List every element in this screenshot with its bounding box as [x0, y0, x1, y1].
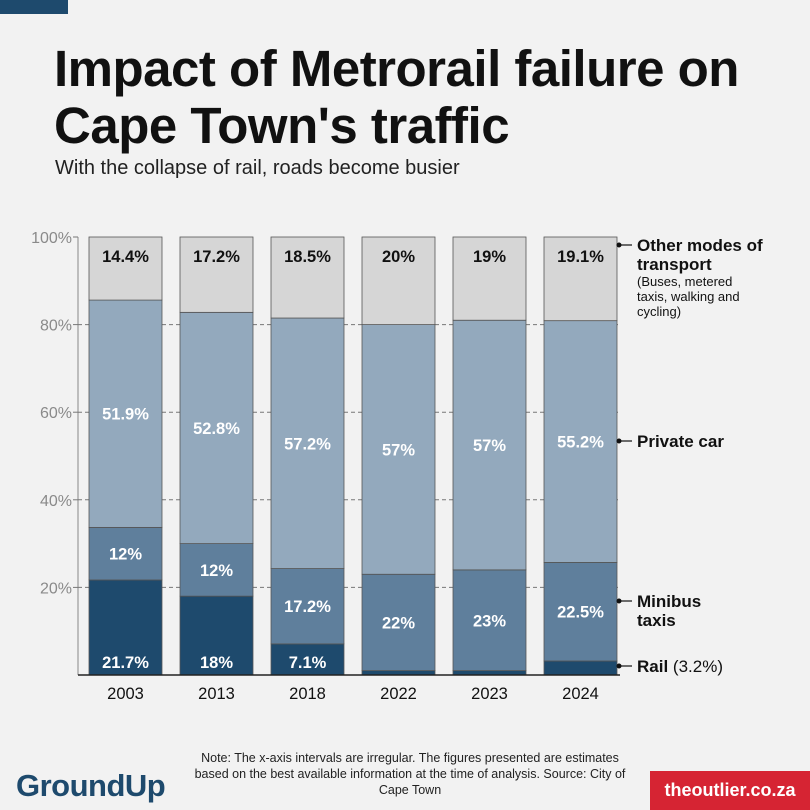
bar-segment-car	[270, 317, 345, 569]
y-tick-label: 80%	[40, 318, 72, 335]
y-tick-label: 20%	[40, 580, 72, 597]
bar-segment-other	[270, 236, 345, 319]
bar-segment-other	[543, 236, 618, 322]
legend-other-subnote: cycling)	[637, 304, 681, 319]
bar-segment-other	[361, 236, 436, 325]
x-tick-label: 2024	[562, 685, 599, 703]
data-label: 51.9%	[102, 406, 149, 424]
bar-segment-car	[179, 311, 254, 545]
data-label: 18%	[200, 654, 233, 672]
page-subtitle: With the collapse of rail, roads become …	[55, 157, 460, 179]
data-label: 12%	[109, 546, 142, 564]
legend-other-subnote: taxis, walking and	[637, 289, 740, 304]
x-tick-label: 2023	[471, 685, 508, 703]
y-tick-label: 40%	[40, 493, 72, 510]
data-label: 19%	[473, 248, 506, 266]
data-label: 57%	[473, 437, 506, 455]
bar-segment-car	[452, 319, 527, 571]
data-label: 20%	[382, 248, 415, 266]
bar-segment-car	[361, 324, 436, 575]
x-tick-label: 2013	[198, 685, 235, 703]
data-label: 7.1%	[289, 654, 327, 672]
legend-other-subnote: (Buses, metered	[637, 274, 732, 289]
x-tick-label: 2003	[107, 685, 144, 703]
page-title: Impact of Metrorail failure on Cape Town…	[54, 40, 739, 154]
y-tick-label: 60%	[40, 405, 72, 422]
data-label: 12%	[200, 562, 233, 580]
bar-segment-rail	[179, 595, 254, 676]
bar-segment-minibus	[452, 569, 527, 672]
data-label: 52.8%	[193, 420, 240, 438]
stacked-bar-chart: 100% 80% 60% 40% 20% 21.7% 12% 51.9% 14.4% 2003 18…	[31, 230, 763, 703]
x-tick-label: 2022	[380, 685, 417, 703]
legend-rail-label: Rail (3.2%)	[637, 657, 723, 676]
legend-other-label: transport	[637, 255, 712, 274]
outlier-logo[interactable]: theoutlier.co.za	[650, 771, 810, 810]
bar-segment-minibus	[270, 568, 345, 645]
data-label: 17.2%	[284, 598, 331, 616]
legend-car-label: Private car	[637, 432, 724, 451]
data-label: 18.5%	[284, 248, 331, 266]
data-label: 23%	[473, 612, 506, 630]
data-label: 22%	[382, 614, 415, 632]
data-label: 14.4%	[102, 248, 149, 266]
y-tick-label: 100%	[31, 230, 72, 247]
footnote: Note: The x-axis intervals are irregular…	[194, 751, 626, 797]
data-label: 57%	[382, 441, 415, 459]
x-tick-label: 2018	[289, 685, 326, 703]
bar-segment-minibus	[543, 562, 618, 662]
accent-bar	[0, 0, 68, 14]
bar-segment-minibus	[179, 543, 254, 597]
bar-segment-other	[88, 236, 163, 301]
legend-minibus-label: taxis	[637, 611, 676, 630]
data-label: 17.2%	[193, 248, 240, 266]
data-label: 22.5%	[557, 604, 604, 622]
data-label: 19.1%	[557, 248, 604, 266]
data-label: 55.2%	[557, 434, 604, 452]
legend-minibus-label: Minibus	[637, 592, 701, 611]
bar-segment-other	[452, 236, 527, 321]
data-label: 57.2%	[284, 435, 331, 453]
bar-segment-other	[179, 236, 254, 313]
data-label: 21.7%	[102, 654, 149, 672]
legend-other-label: Other modes of	[637, 236, 763, 255]
groundup-logo[interactable]: GroundUp	[16, 768, 166, 803]
bar-segment-rail	[543, 660, 618, 676]
